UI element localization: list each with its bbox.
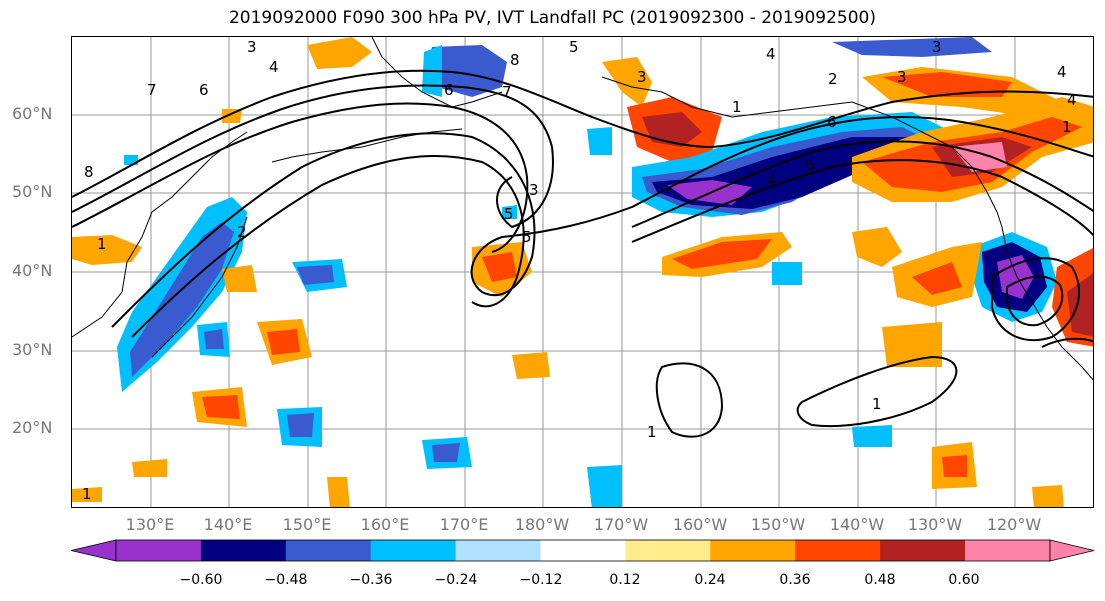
colorbar-segment: [455, 540, 541, 561]
contour-label: 3: [637, 68, 647, 86]
contour-label: 6: [805, 156, 815, 174]
contour-label: 8: [84, 163, 94, 181]
colorbar-segment: [116, 540, 202, 561]
colorbar-tick-label: −0.12: [519, 572, 563, 588]
contour-label: 6: [199, 81, 209, 99]
colorbar-segment: [710, 540, 796, 561]
contour-label: 5: [504, 205, 514, 223]
contour-label: 7: [147, 81, 157, 99]
lon-label: 130°E: [125, 515, 175, 534]
contour-label: 5: [522, 228, 532, 246]
contour-label: 1: [1062, 118, 1072, 136]
colorbar-segment: [965, 540, 1051, 561]
colorbar-segment: [200, 540, 287, 561]
lat-label: 50°N: [12, 182, 53, 201]
contour-label-group: 3 4 5 6 7 8 8 7 6 6 5 4 3 2 1 1 3 4 5 6 …: [82, 38, 1077, 503]
contour-label: 1: [97, 235, 107, 253]
lat-label: 60°N: [12, 104, 53, 123]
contour-label: 4: [1057, 63, 1067, 81]
colorbar-extend-min: [70, 539, 117, 562]
colorbar-tick-label: 0.36: [779, 572, 811, 588]
colorbar-segments: [70, 539, 1095, 562]
lon-label: 150°E: [282, 515, 332, 534]
contour-label: 3: [247, 38, 257, 56]
map-panel: 3 4 5 6 7 8 8 7 6 6 5 4 3 2 1 1 3 4 5 6 …: [71, 36, 1094, 508]
colorbar-tick-label: 0.24: [694, 572, 726, 588]
lon-label: 170°E: [439, 515, 489, 534]
contour-label: 4: [767, 171, 777, 189]
colorbar-segment: [370, 540, 457, 561]
colorbar-tick-label: −0.48: [264, 572, 308, 588]
colorbar-tick-label: −0.24: [434, 572, 478, 588]
contour-label: 1: [872, 395, 882, 413]
contour-label: 4: [269, 58, 279, 76]
contour-label: 8: [510, 51, 520, 69]
pv-anomaly-fields: [72, 37, 1093, 507]
contour-label: 3: [529, 181, 539, 199]
colorbar-segment: [625, 540, 711, 561]
lat-label: 40°N: [12, 261, 53, 280]
contour-lines: [72, 69, 1093, 438]
lon-label: 120°W: [986, 515, 1042, 534]
lon-label: 180°W: [514, 515, 570, 534]
lon-label: 170°W: [593, 515, 649, 534]
colorbar-segment: [880, 540, 966, 561]
contour-label: 1: [647, 423, 657, 441]
contour-label: 1: [82, 485, 92, 503]
contour-label: 6: [827, 113, 837, 131]
contour-label: 2: [237, 223, 247, 241]
contour-label: 1: [732, 98, 742, 116]
colorbar-segment: [540, 540, 626, 561]
contour-label: 4: [1067, 91, 1077, 109]
lat-label: 30°N: [12, 340, 53, 359]
contour-label: 3: [932, 38, 942, 56]
contour-label: 4: [766, 45, 776, 63]
colorbar-tick-label: −0.60: [179, 572, 223, 588]
lon-label: 140°E: [203, 515, 253, 534]
colorbar-extend-max: [1049, 539, 1095, 562]
colorbar-outline: [115, 539, 1051, 562]
lon-label: 160°W: [672, 515, 728, 534]
coastlines: [72, 37, 1093, 381]
colorbar-tick-label: 0.48: [864, 572, 896, 588]
map-canvas: 3 4 5 6 7 8 8 7 6 6 5 4 3 2 1 1 3 4 5 6 …: [72, 37, 1093, 507]
lon-label: 130°W: [907, 515, 963, 534]
colorbar-tick-label: 0.12: [609, 572, 641, 588]
contour-label: 3: [897, 68, 907, 86]
colorbar-tick-label: −0.36: [349, 572, 393, 588]
colorbar-segment: [285, 540, 372, 561]
contour-label: 6: [444, 81, 454, 99]
lat-label: 20°N: [12, 418, 53, 437]
contour-label: 7: [502, 83, 512, 101]
contour-label: 5: [569, 38, 579, 56]
lon-label: 150°W: [750, 515, 806, 534]
lon-label: 140°W: [829, 515, 885, 534]
lon-label: 160°E: [360, 515, 410, 534]
colorbar-tick-label: 0.60: [948, 572, 980, 588]
colorbar-segment: [795, 540, 881, 561]
contour-label: 2: [828, 70, 838, 88]
map-title: 2019092000 F090 300 hPa PV, IVT Landfall…: [228, 8, 876, 28]
